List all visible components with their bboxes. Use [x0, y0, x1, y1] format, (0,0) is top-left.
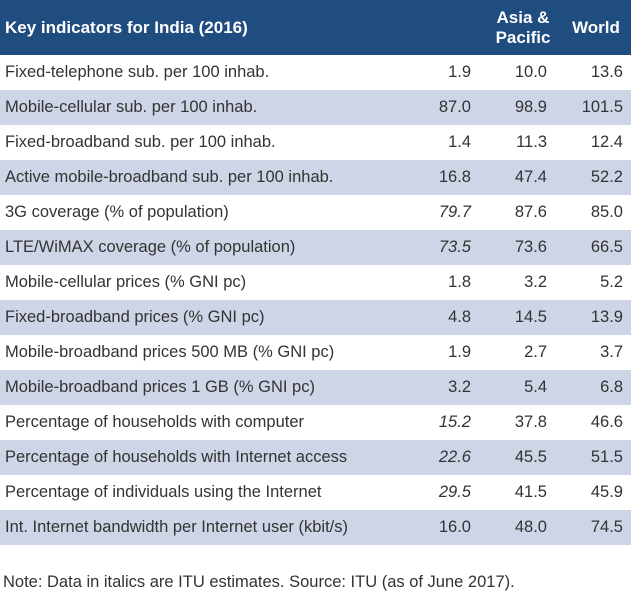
india-value: 87.0: [438, 98, 471, 116]
asia-pacific-value: 41.5: [514, 483, 547, 501]
world-value: 101.5: [581, 98, 623, 116]
asia-pacific-value: 3.2: [524, 273, 547, 291]
key-indicators-table: Key indicators for India (2016) Asia & P…: [0, 0, 631, 545]
india-value: 22.6: [438, 448, 471, 466]
source-note: Note: Data in italics are ITU estimates.…: [3, 573, 515, 591]
world-value: 13.6: [590, 63, 623, 81]
world-value: 46.6: [590, 413, 623, 431]
world-value: 5.2: [600, 273, 623, 291]
table-row: Mobile-broadband prices 1 GB (% GNI pc) 3…: [0, 370, 631, 405]
world-value: 13.9: [590, 308, 623, 326]
asia-pacific-value: 73.6: [514, 238, 547, 256]
india-value: 1.9: [448, 343, 471, 361]
indicator-label: Mobile-cellular sub. per 100 inhab.: [5, 98, 258, 116]
table-row: Fixed-broadband sub. per 100 inhab. 1.4 11…: [0, 125, 631, 160]
asia-pacific-value: 2.7: [524, 343, 547, 361]
india-value: 3.2: [448, 378, 471, 396]
india-value: 79.7: [438, 203, 471, 221]
world-value: 12.4: [590, 133, 623, 151]
indicator-label: Mobile-cellular prices (% GNI pc): [5, 273, 247, 291]
world-value: 66.5: [590, 238, 623, 256]
asia-pacific-value: 47.4: [514, 168, 547, 186]
asia-header-line1: Asia &: [496, 7, 550, 27]
india-value: 4.8: [448, 308, 471, 326]
table-row: Percentage of individuals using the Inte…: [0, 475, 631, 510]
asia-header-line2: Pacific: [495, 27, 551, 47]
world-value: 45.9: [590, 483, 623, 501]
asia-pacific-value: 98.9: [514, 98, 547, 116]
asia-pacific-value: 5.4: [524, 378, 547, 396]
indicator-label: Fixed-broadband prices (% GNI pc): [5, 308, 265, 326]
indicator-label: Fixed-broadband sub. per 100 inhab.: [5, 133, 276, 151]
table-title: Key indicators for India (2016): [5, 17, 248, 37]
world-value: 51.5: [590, 448, 623, 466]
indicator-label: 3G coverage (% of population): [5, 203, 229, 221]
indicator-label: Percentage of individuals using the Inte…: [5, 483, 322, 501]
asia-pacific-value: 10.0: [514, 63, 547, 81]
table-row: Mobile-cellular sub. per 100 inhab. 87.0 9…: [0, 90, 631, 125]
asia-pacific-value: 37.8: [514, 413, 547, 431]
asia-pacific-value: 87.6: [514, 203, 547, 221]
table-body: Fixed-telephone sub. per 100 inhab. 1.9 10…: [0, 55, 631, 545]
india-value: 73.5: [438, 238, 471, 256]
indicator-label: Percentage of households with computer: [5, 413, 305, 431]
table-header-row: Key indicators for India (2016) Asia & P…: [0, 0, 631, 55]
table-row: Fixed-broadband prices (% GNI pc) 4.8 14.5…: [0, 300, 631, 335]
world-value: 52.2: [590, 168, 623, 186]
indicator-label: Fixed-telephone sub. per 100 inhab.: [5, 63, 270, 81]
asia-pacific-value: 14.5: [514, 308, 547, 326]
table-row: Mobile-cellular prices (% GNI pc) 1.8 3.2 5…: [0, 265, 631, 300]
indicator-label: Int. Internet bandwidth per Internet use…: [5, 518, 349, 536]
indicator-label: Active mobile-broadband sub. per 100 inh…: [5, 168, 334, 186]
indicator-label: LTE/WiMAX coverage (% of population): [5, 238, 296, 256]
table-row: Active mobile-broadband sub. per 100 inh…: [0, 160, 631, 195]
india-value: 1.4: [448, 133, 471, 151]
india-value: 1.9: [448, 63, 471, 81]
table-row: Mobile-broadband prices 500 MB (% GNI pc…: [0, 335, 631, 370]
india-value: 16.8: [438, 168, 471, 186]
asia-pacific-column-header: Asia & Pacific: [485, 0, 561, 55]
table-row: Percentage of households with Internet a…: [0, 440, 631, 475]
world-value: 6.8: [600, 378, 623, 396]
table-row: 3G coverage (% of population) 79.7 87.6 85.…: [0, 195, 631, 230]
table-row: LTE/WiMAX coverage (% of population) 73.5…: [0, 230, 631, 265]
india-value: 15.2: [438, 413, 471, 431]
world-value: 3.7: [600, 343, 623, 361]
indicator-label: Mobile-broadband prices 500 MB (% GNI pc…: [5, 343, 335, 361]
india-value: 16.0: [438, 518, 471, 536]
world-value: 74.5: [590, 518, 623, 536]
indicator-label: Mobile-broadband prices 1 GB (% GNI pc): [5, 378, 315, 396]
table-row: Percentage of households with computer 15…: [0, 405, 631, 440]
world-value: 85.0: [590, 203, 623, 221]
table-row: Int. Internet bandwidth per Internet use…: [0, 510, 631, 545]
india-value: 29.5: [438, 483, 471, 501]
asia-pacific-value: 48.0: [514, 518, 547, 536]
asia-pacific-value: 11.3: [516, 133, 547, 151]
table-row: Fixed-telephone sub. per 100 inhab. 1.9 10…: [0, 55, 631, 90]
asia-pacific-value: 45.5: [514, 448, 547, 466]
indicator-label: Percentage of households with Internet a…: [5, 448, 348, 466]
india-value: 1.8: [448, 273, 471, 291]
world-column-header: World: [572, 17, 620, 37]
india-column-header: [415, 0, 485, 55]
